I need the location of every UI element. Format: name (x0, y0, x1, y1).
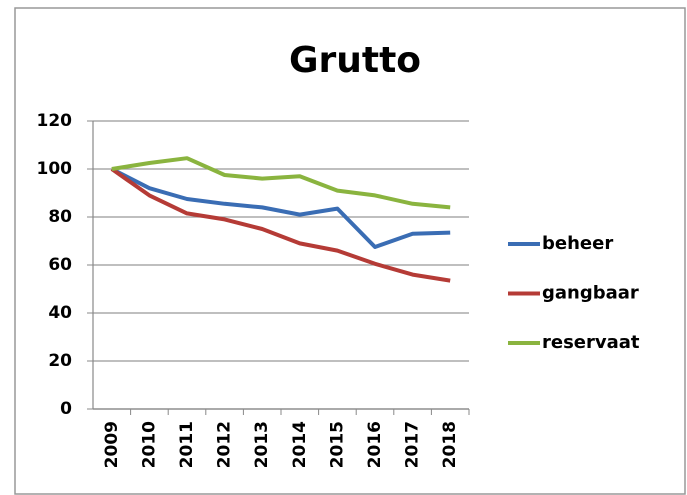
x-tick-label: 2016 (365, 421, 385, 468)
chart-title: Grutto (289, 40, 421, 81)
y-tick-label: 20 (48, 351, 72, 371)
y-tick-label: 100 (37, 159, 73, 179)
x-tick-label: 2012 (215, 421, 235, 468)
y-tick-label: 0 (60, 399, 72, 419)
chart-frame (14, 7, 686, 495)
x-tick-label: 2018 (440, 421, 460, 468)
legend-label: gangbaar (542, 283, 639, 304)
x-tick-label: 2009 (102, 421, 122, 468)
x-tick-label: 2011 (177, 421, 197, 468)
legend-label: beheer (542, 233, 613, 254)
y-tick-label: 80 (48, 207, 72, 227)
x-tick-label: 2010 (139, 421, 159, 468)
x-tick-label: 2015 (327, 421, 347, 468)
y-tick-label: 120 (37, 111, 73, 131)
series-line (111, 156, 451, 210)
series-line (110, 167, 451, 249)
x-tick-label: 2013 (252, 421, 272, 468)
y-tick-label: 60 (48, 255, 72, 275)
x-tick-label: 2014 (290, 421, 310, 468)
y-tick-label: 40 (48, 303, 72, 323)
series-line (110, 167, 451, 283)
legend-label: reservaat (542, 332, 640, 353)
x-tick-label: 2017 (403, 421, 423, 468)
